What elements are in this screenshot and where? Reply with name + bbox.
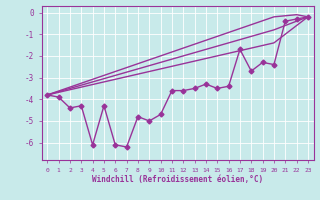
- X-axis label: Windchill (Refroidissement éolien,°C): Windchill (Refroidissement éolien,°C): [92, 175, 263, 184]
